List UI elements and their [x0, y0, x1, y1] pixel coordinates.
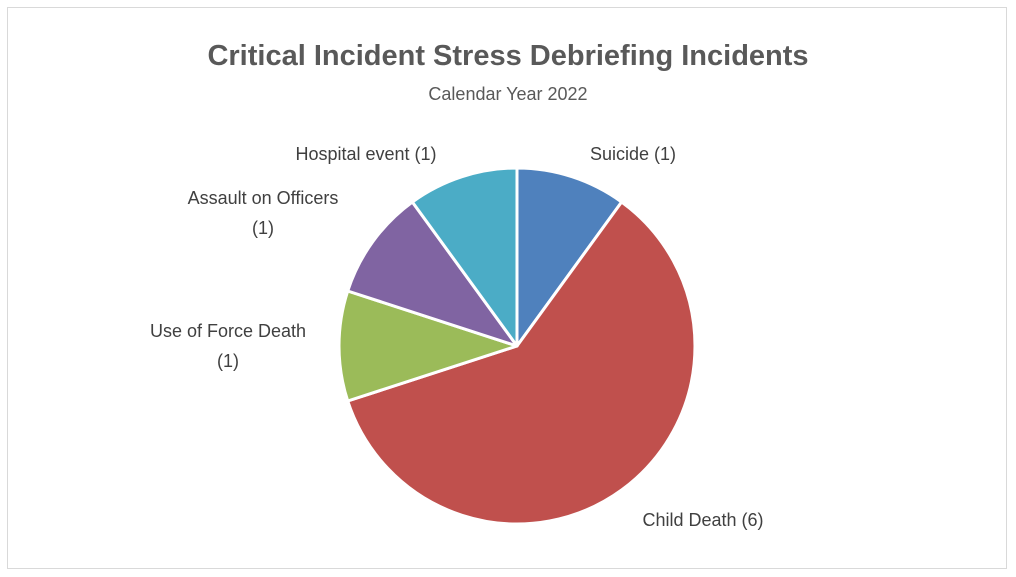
data-label-line: (1): [252, 218, 274, 238]
pie-slice-use-of-force-death: [337, 289, 519, 403]
pie-labels: Suicide (1) Child Death (6) Use of Force D…: [150, 144, 764, 530]
data-label-child-death: Child Death (6): [642, 510, 763, 530]
pie-slices: [337, 166, 697, 526]
data-label-assault-on-officers: Assault on Officers (1): [188, 188, 339, 238]
pie-slice-assault-on-officers: [346, 200, 519, 348]
data-label-hospital-event: Hospital event (1): [295, 144, 436, 164]
pie-slice-hospital-event: [410, 166, 519, 348]
chart-title: Critical Incident Stress Debriefing Inci…: [207, 40, 809, 72]
pie-slice-suicide: [515, 166, 624, 348]
data-label-line: Assault on Officers: [188, 188, 339, 208]
data-label-line: Use of Force Death: [150, 321, 306, 341]
pie-slice-child-death: [346, 200, 697, 526]
data-label-line: Suicide (1): [590, 144, 676, 164]
data-label-line: Hospital event (1): [295, 144, 436, 164]
chart-subtitle: Calendar Year 2022: [428, 84, 588, 104]
data-label-use-of-force-death: Use of Force Death (1): [150, 321, 306, 371]
data-label-suicide: Suicide (1): [590, 144, 676, 164]
data-label-line: Child Death (6): [642, 510, 763, 530]
data-label-line: (1): [217, 351, 239, 371]
